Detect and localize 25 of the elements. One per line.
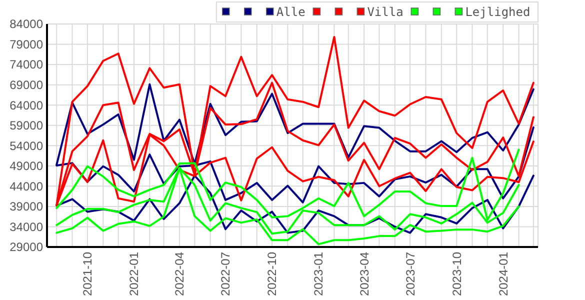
x-tick-label: 2022-04 (172, 252, 187, 296)
y-tick-label: 39000 (10, 200, 44, 214)
y-tick-label: 64000 (10, 98, 44, 112)
x-tick-label: 2023-07 (403, 252, 418, 296)
legend-label: Villa (367, 5, 404, 20)
y-tick-label: 29000 (10, 240, 44, 254)
legend-label: Lejlighed (465, 5, 530, 20)
x-tick-label: 2023-10 (450, 252, 464, 296)
x-tick-label: 2022-07 (218, 252, 233, 296)
y-tick-label: 59000 (10, 118, 44, 133)
y-tick-label: 74000 (10, 58, 44, 72)
y-tick-label: 44000 (10, 179, 44, 194)
y-tick-label: 84000 (10, 17, 44, 32)
y-tick-label: 79000 (10, 37, 44, 52)
legend-label: Alle (276, 5, 306, 20)
y-tick-label: 34000 (10, 220, 44, 234)
y-tick-label: 69000 (10, 78, 44, 92)
x-tick-label: 2022-10 (265, 252, 280, 296)
x-tick-label: 2023-01 (312, 252, 326, 296)
x-tick-label: 2023-04 (357, 252, 372, 296)
y-tick-label: 54000 (10, 138, 44, 153)
x-tick-label: 2022-01 (127, 252, 142, 296)
x-tick-label: 2021-10 (80, 252, 95, 296)
x-tick-label: 2024-01 (496, 252, 510, 296)
y-tick-label: 49000 (10, 159, 44, 174)
